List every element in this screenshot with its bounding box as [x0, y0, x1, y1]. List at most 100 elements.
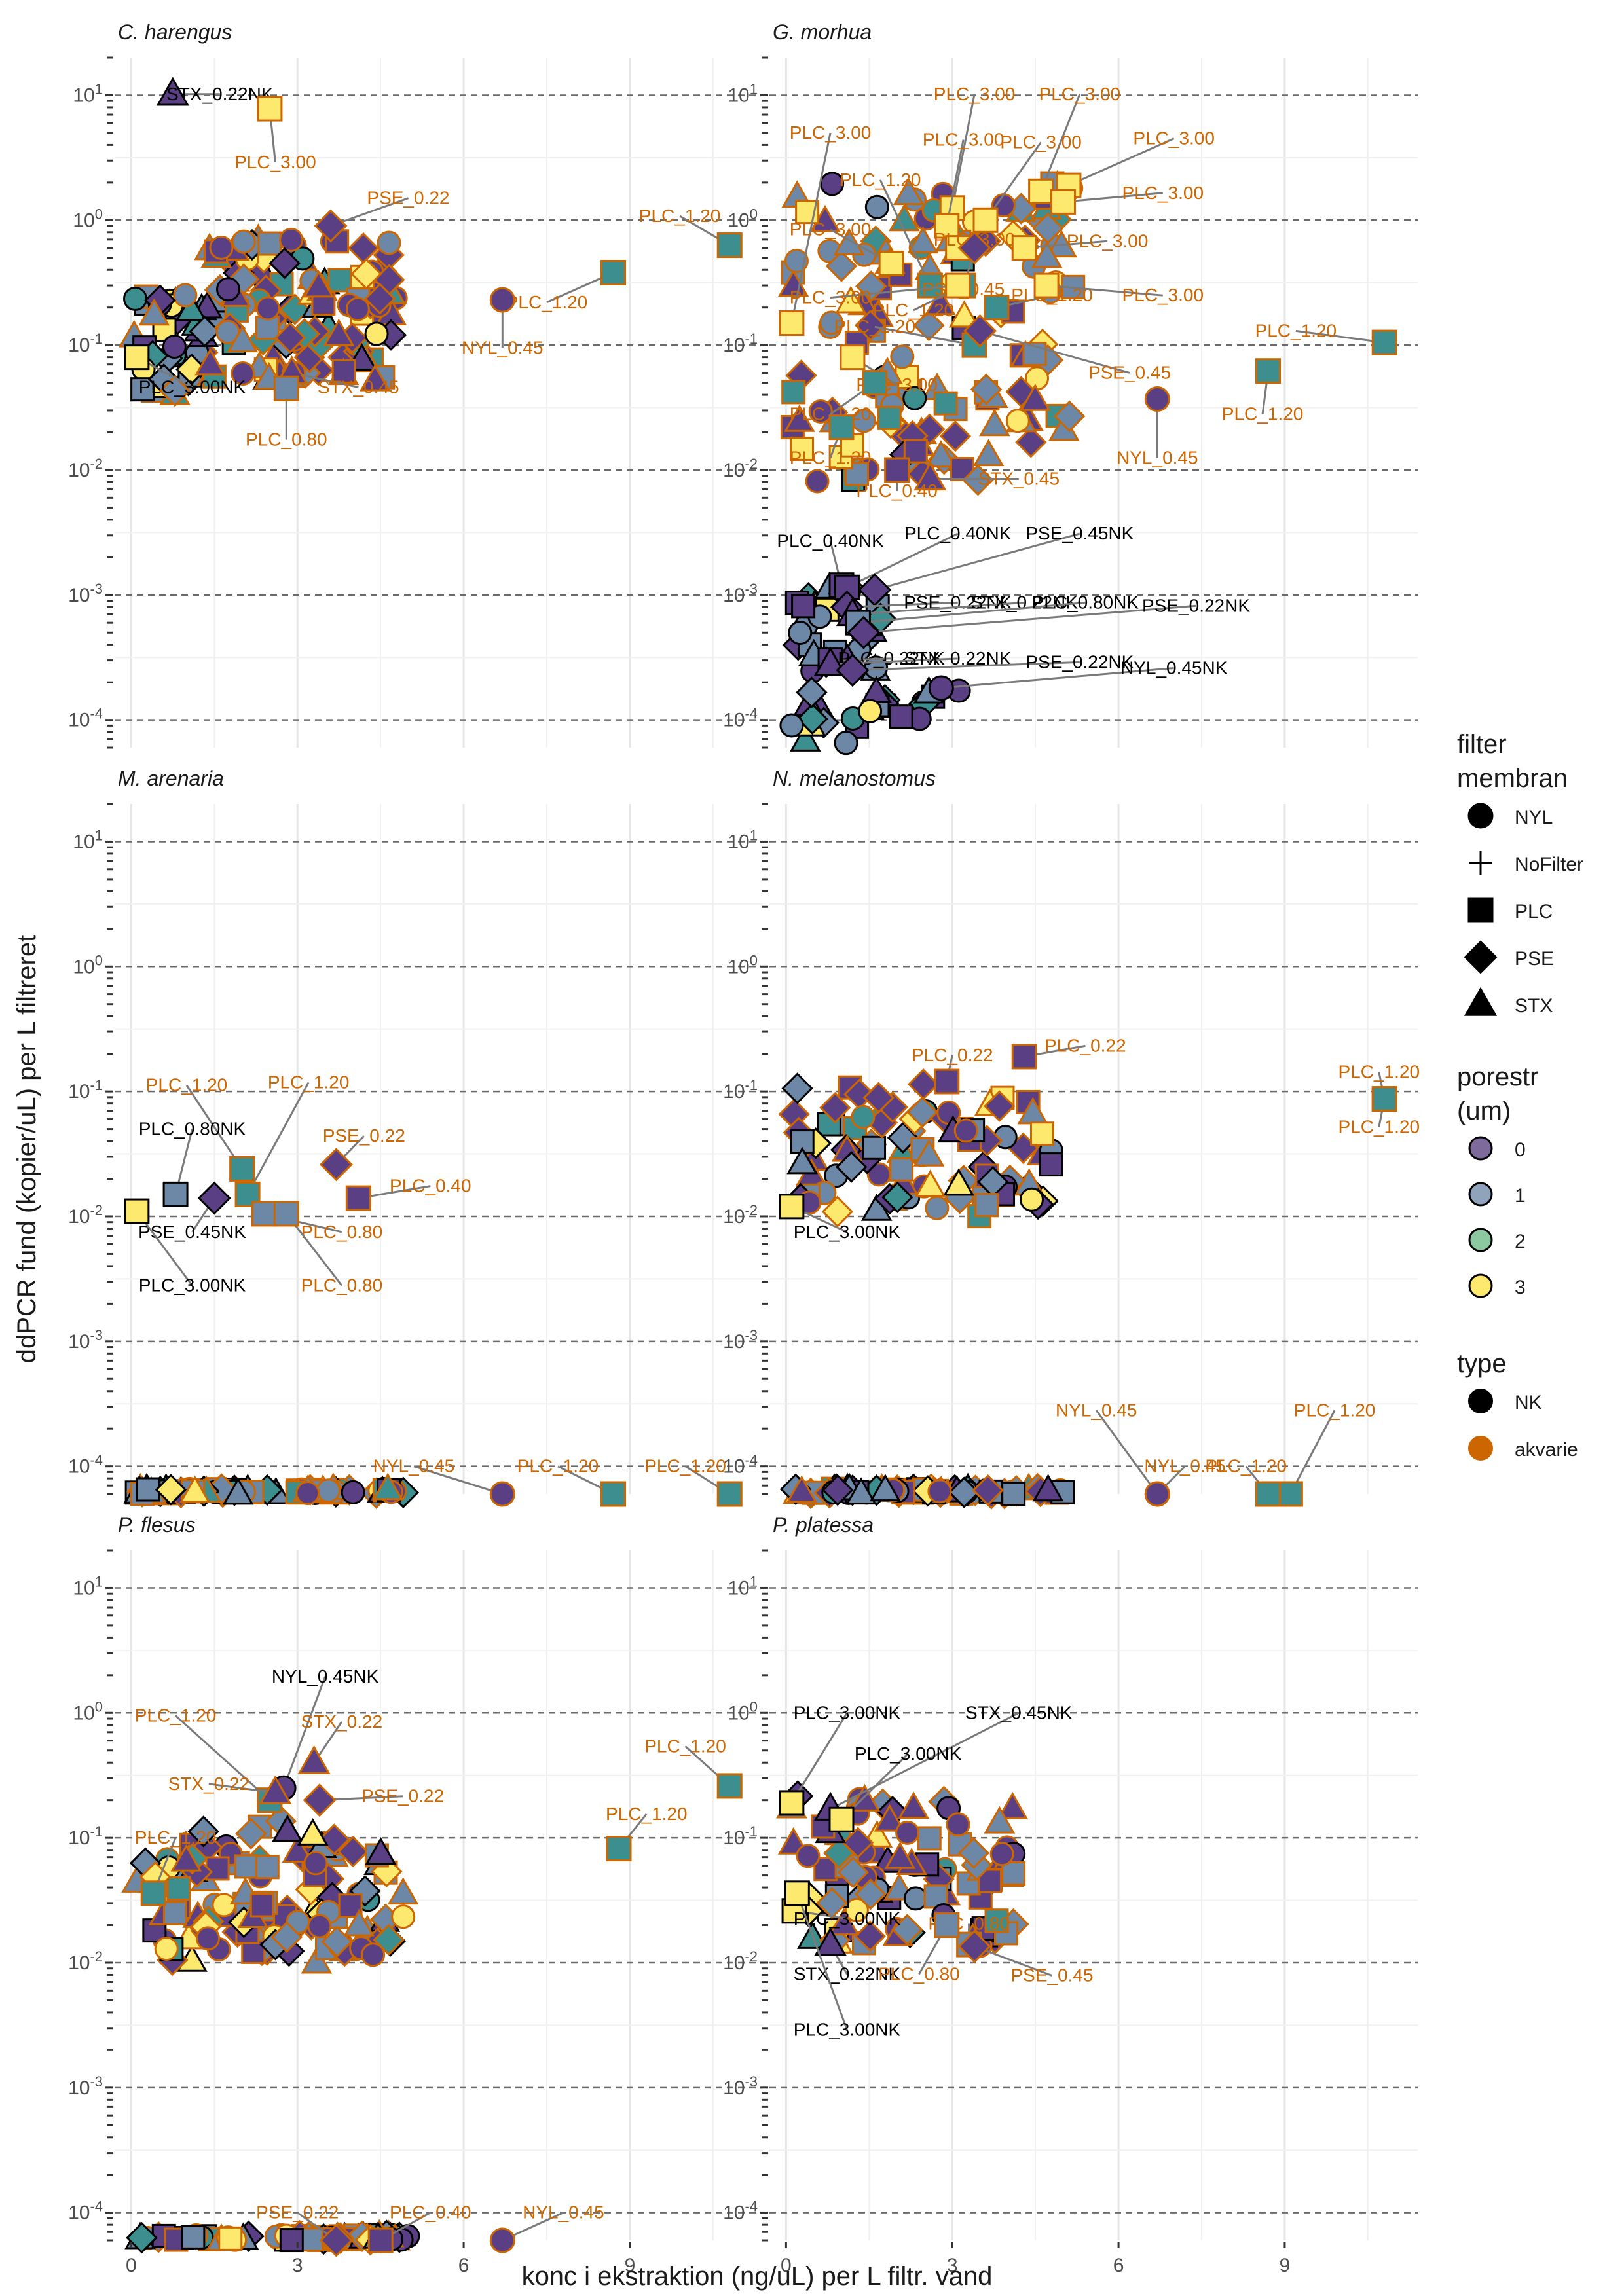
point-label: PLC_0.22 — [1044, 1035, 1126, 1055]
point-label: PSE_0.45 — [1010, 1965, 1093, 1986]
label-leader-line — [1289, 1410, 1336, 1495]
y-tick-label: 100 — [728, 1698, 758, 1724]
point-label: PSE_0.45NK — [138, 1222, 246, 1242]
point-label: PLC_3.00NK — [139, 1275, 246, 1295]
y-tick-label: 10-2 — [723, 1202, 758, 1228]
data-point — [162, 335, 187, 359]
y-tick-label: 10-3 — [68, 581, 103, 606]
data-point — [212, 1893, 236, 1918]
x-tick-label: 0 — [126, 2255, 137, 2276]
point-label: PLC_3.00 — [790, 122, 872, 143]
y-tick-label: 101 — [728, 1573, 758, 1599]
data-point — [231, 361, 255, 386]
data-point — [170, 1844, 202, 1872]
data-point — [854, 309, 887, 342]
data-point — [345, 297, 370, 321]
labeled-data-point — [297, 1745, 331, 1774]
y-tick-label: 101 — [73, 81, 103, 106]
data-point — [884, 1841, 916, 1869]
data-point — [365, 1837, 397, 1865]
data-point — [855, 1878, 887, 1910]
data-point — [854, 1920, 886, 1952]
data-point — [783, 404, 815, 432]
x-tick-label: 6 — [1113, 2255, 1124, 2276]
data-point — [907, 1068, 940, 1101]
y-tick-label: 10-1 — [68, 1823, 103, 1849]
y-tick-label: 100 — [73, 1698, 103, 1724]
point-label: PLC_0.80 — [878, 1963, 960, 1984]
y-tick-label: 10-4 — [68, 2198, 103, 2224]
labeled-data-point — [124, 344, 150, 371]
legend-label: 1 — [1515, 1185, 1526, 1207]
data-point — [1032, 1474, 1064, 1502]
data-point — [972, 1474, 1004, 1506]
legend-title: type — [1457, 1349, 1507, 1378]
chart-panels: C. harengus 10-4 10-3 10-2 10-1 100 101 STX_0.2… — [68, 20, 1420, 2276]
labeled-data-point — [1011, 1044, 1037, 1070]
data-point — [877, 405, 902, 430]
data-point — [377, 230, 401, 255]
data-point — [255, 1855, 280, 1880]
labeled-data-point — [878, 250, 904, 276]
data-point — [363, 283, 396, 315]
data-point — [175, 293, 207, 321]
facet-3: M. arenaria 10-4 10-3 10-2 10-1 100 101 PLC_1.2… — [68, 767, 763, 1509]
data-point — [321, 1925, 353, 1958]
data-point — [1039, 1152, 1063, 1177]
point-label: PLC_1.20 — [506, 292, 588, 312]
data-point — [279, 2228, 304, 2253]
data-point — [837, 1856, 869, 1889]
point-label: PLC_0.40 — [390, 2202, 471, 2223]
labeled-data-point — [862, 370, 888, 396]
point-label: PLC_3.00 — [790, 287, 872, 308]
labeled-data-point — [303, 1783, 337, 1817]
data-point — [907, 226, 939, 254]
data-point — [845, 1477, 877, 1505]
y-tick-label: 10-1 — [723, 1823, 758, 1849]
labeled-data-point — [934, 1912, 960, 1939]
data-point — [939, 420, 972, 452]
data-point — [196, 1926, 221, 1951]
data-point — [295, 1481, 320, 1506]
point-label: PLC_3.00 — [1122, 183, 1204, 203]
point-label: PLC_1.20 — [517, 1456, 599, 1476]
data-point — [972, 439, 1005, 467]
data-point — [881, 1181, 913, 1214]
x-tick-label: 3 — [947, 2255, 958, 2276]
labeled-data-point — [957, 231, 991, 265]
facet-5: P. flesus10-410-310-210-1100101NYL_0.45N… — [68, 1513, 763, 2276]
labeled-data-point — [367, 2227, 394, 2253]
data-point — [372, 1472, 404, 1501]
labeled-data-point — [836, 653, 870, 687]
data-point — [1019, 1187, 1044, 1212]
labeled-data-point — [489, 1481, 515, 1507]
data-point — [249, 1893, 274, 1918]
data-point — [218, 2226, 243, 2251]
data-point — [914, 1169, 946, 1197]
point-label: STX_0.22NK — [971, 592, 1079, 612]
data-point — [235, 1817, 267, 1850]
point-label: PSE_0.22NK — [1142, 595, 1250, 615]
point-label: PSE_0.22 — [256, 2202, 339, 2223]
point-label: PLC_1.20 — [146, 1075, 228, 1095]
point-label: PLC_3.00 — [923, 129, 1005, 149]
labeled-data-point — [984, 295, 1010, 321]
labeled-data-point — [314, 209, 348, 243]
labeled-data-point — [934, 213, 960, 239]
data-point — [341, 1480, 365, 1504]
y-tick-label: 10-4 — [723, 1452, 758, 1478]
label-leader-line — [874, 532, 1080, 591]
data-point — [194, 348, 226, 376]
data-point — [1053, 400, 1086, 433]
labeled-data-point — [1255, 1481, 1282, 1507]
point-label: NYL_0.45 — [462, 337, 544, 357]
data-point — [779, 713, 804, 738]
data-point — [913, 309, 945, 342]
labeled-data-point — [1028, 178, 1054, 204]
legend-key-fill — [1468, 1182, 1493, 1207]
legend-key-plus — [1469, 851, 1492, 875]
labeled-data-point — [917, 272, 943, 299]
label-leader-line — [330, 197, 409, 227]
labeled-data-point — [828, 414, 855, 441]
data-point — [989, 1842, 1014, 1867]
